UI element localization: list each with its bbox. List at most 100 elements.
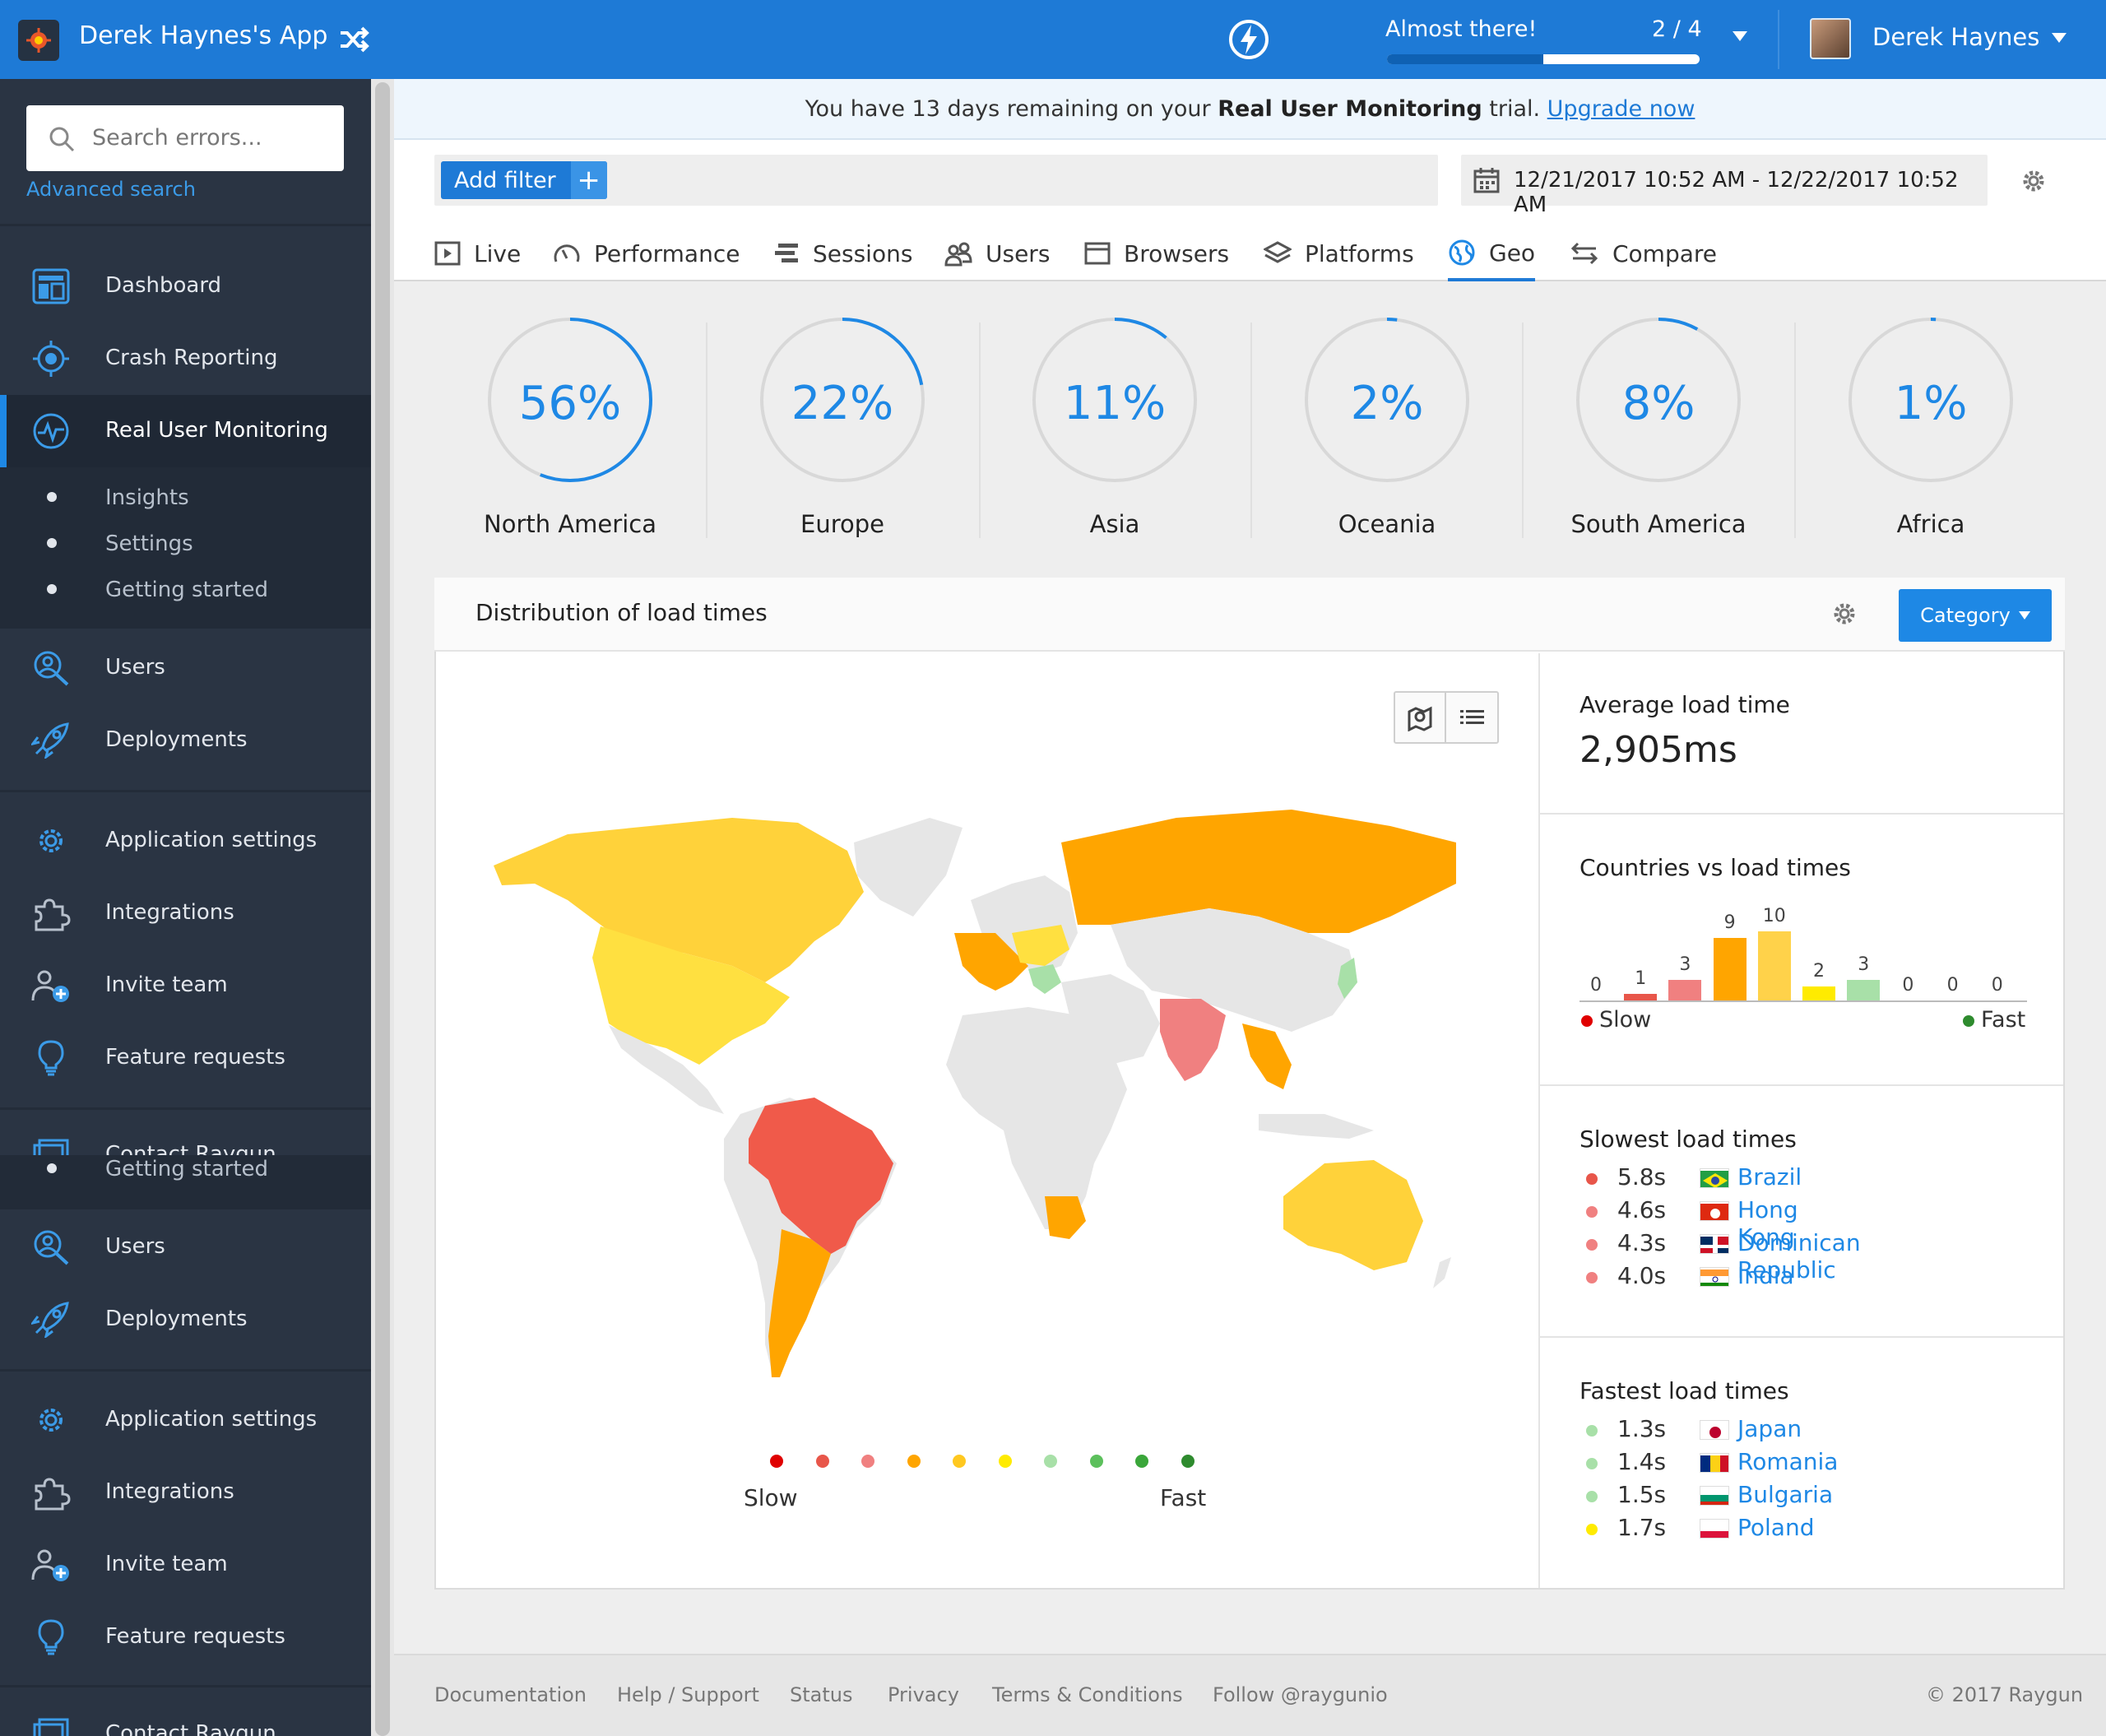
tab-label: Browsers bbox=[1124, 239, 1230, 267]
bar bbox=[1757, 931, 1791, 1000]
map-view-toggle[interactable] bbox=[1394, 691, 1499, 744]
map-view-button[interactable] bbox=[1395, 693, 1447, 742]
country-link[interactable]: Poland bbox=[1737, 1514, 1815, 1541]
category-button[interactable]: Category bbox=[1899, 589, 2052, 642]
tab-platforms[interactable]: Platforms bbox=[1264, 227, 1414, 280]
country-link[interactable]: India bbox=[1737, 1262, 1794, 1289]
gear-icon[interactable] bbox=[2019, 166, 2048, 196]
load-time-value: 5.8s bbox=[1617, 1163, 1667, 1191]
sidebar-item-dashboard[interactable]: Dashboard bbox=[0, 250, 371, 323]
sidebar-item-label: Deployments bbox=[105, 727, 248, 752]
tab-compare[interactable]: Compare bbox=[1570, 227, 1717, 280]
contact-icon bbox=[33, 1718, 69, 1736]
sidebar-item-application-settings[interactable]: Application settings bbox=[0, 1384, 371, 1456]
sidebar-item-integrations[interactable]: Integrations bbox=[0, 877, 371, 949]
tab-users[interactable]: Users bbox=[944, 227, 1050, 280]
date-range-picker[interactable]: 12/21/2017 10:52 AM - 12/22/2017 10:52 A… bbox=[1461, 155, 1988, 217]
tab-sessions[interactable]: Sessions bbox=[773, 227, 912, 280]
sidebar-item-deployments[interactable]: Deployments bbox=[0, 704, 371, 777]
legend-fast-label: Fast bbox=[1160, 1484, 1207, 1511]
add-user-icon bbox=[31, 1549, 69, 1581]
sidebar-item-label: Application settings bbox=[105, 828, 318, 852]
app-switcher[interactable]: Derek Haynes's App bbox=[0, 0, 394, 79]
sidebar-item-users[interactable]: Users bbox=[0, 632, 371, 704]
tab-geo[interactable]: Geo bbox=[1448, 227, 1536, 281]
upgrade-link[interactable]: Upgrade now bbox=[1547, 96, 1695, 122]
sidebar-item-label: Invite team bbox=[105, 972, 228, 997]
tab-browsers[interactable]: Browsers bbox=[1084, 227, 1229, 280]
advanced-search-link[interactable]: Advanced search bbox=[26, 178, 196, 201]
footer bbox=[394, 1654, 2106, 1736]
country-link[interactable]: Japan bbox=[1737, 1415, 1802, 1442]
region-name: Europe bbox=[800, 510, 884, 538]
legend-dot bbox=[815, 1455, 829, 1468]
sidebar-item-invite-team[interactable]: Invite team bbox=[0, 1529, 371, 1601]
search-input[interactable]: Search errors... bbox=[26, 105, 344, 171]
sidebar-scrollbar-thumb[interactable] bbox=[375, 82, 390, 1736]
sidebar-item-label: Integrations bbox=[105, 1479, 234, 1504]
shuffle-icon[interactable] bbox=[337, 23, 370, 56]
sidebar-item-invite-team[interactable]: Invite team bbox=[0, 949, 371, 1022]
tab-performance[interactable]: Performance bbox=[553, 227, 740, 280]
tab-live[interactable]: Live bbox=[434, 227, 521, 280]
sidebar-subitem-getting-started[interactable]: Getting started bbox=[0, 566, 371, 612]
world-map[interactable] bbox=[436, 653, 1538, 1588]
sidebar-item-feature-requests[interactable]: Feature requests bbox=[0, 1022, 371, 1094]
sidebar-item-label: Users bbox=[105, 1234, 165, 1259]
gear-icon[interactable] bbox=[1830, 599, 1859, 629]
footer-link-help-support[interactable]: Help / Support bbox=[617, 1683, 759, 1706]
bar-value-label: 0 bbox=[1946, 975, 1959, 996]
world-map-svg bbox=[494, 810, 1456, 1377]
region-name: Asia bbox=[1089, 510, 1140, 538]
sidebar-item-feature-requests[interactable]: Feature requests bbox=[0, 1601, 371, 1673]
map-argentina bbox=[768, 1229, 831, 1377]
add-filter-button[interactable]: Add filter + bbox=[441, 161, 607, 199]
globe-icon bbox=[1448, 239, 1476, 267]
sidebar-item-label: Application settings bbox=[105, 1407, 318, 1432]
legend-slow-label: Slow bbox=[744, 1484, 798, 1511]
footer-link-terms[interactable]: Terms & Conditions bbox=[992, 1683, 1183, 1706]
user-name[interactable]: Derek Haynes bbox=[1872, 23, 2040, 51]
sidebar-item-application-settings[interactable]: Application settings bbox=[0, 805, 371, 877]
speed-dot bbox=[1586, 1272, 1598, 1283]
chevron-down-icon[interactable] bbox=[1733, 31, 1747, 41]
legend-dot bbox=[998, 1455, 1012, 1468]
sidebar-item-crash-reporting[interactable]: Crash Reporting bbox=[0, 323, 371, 395]
search-icon bbox=[49, 127, 75, 152]
footer-link-follow[interactable]: Follow @raygunio bbox=[1213, 1683, 1388, 1706]
sidebar-item-real-user-monitoring[interactable]: Real User Monitoring bbox=[0, 395, 371, 467]
country-link[interactable]: Hong Kong bbox=[1737, 1196, 1798, 1251]
sidebar-subitem-getting-started[interactable]: Getting started bbox=[0, 1145, 371, 1191]
sidebar-item-integrations[interactable]: Integrations bbox=[0, 1456, 371, 1529]
lightning-icon[interactable] bbox=[1227, 18, 1270, 61]
country-link[interactable]: Brazil bbox=[1737, 1163, 1802, 1191]
calendar-icon bbox=[1473, 168, 1500, 193]
legend-dot bbox=[907, 1455, 921, 1468]
sidebar-item-contact-raygun[interactable]: Contact Raygun bbox=[0, 1698, 371, 1736]
sidebar-item-users[interactable]: Users bbox=[0, 1211, 371, 1283]
onboarding-progress-label[interactable]: Almost there! bbox=[1385, 16, 1538, 42]
puzzle-icon bbox=[35, 1478, 71, 1511]
avatar[interactable] bbox=[1810, 18, 1851, 59]
sidebar-item-label: Deployments bbox=[105, 1307, 248, 1331]
sidebar-item-contact-raygun[interactable]: Contact Raygun bbox=[0, 1119, 371, 1155]
fast-dot bbox=[1963, 1015, 1974, 1027]
map-australia bbox=[1283, 1160, 1423, 1270]
sidebar-subitem-insights[interactable]: Insights bbox=[0, 474, 371, 520]
chevron-down-icon[interactable] bbox=[2052, 33, 2067, 43]
tab-label: Performance bbox=[594, 239, 740, 267]
sidebar-item-deployments[interactable]: Deployments bbox=[0, 1283, 371, 1356]
date-range-text: 12/21/2017 10:52 AM - 12/22/2017 10:52 A… bbox=[1514, 168, 1959, 217]
country-link[interactable]: Bulgaria bbox=[1737, 1481, 1834, 1508]
add-user-icon bbox=[31, 970, 69, 1002]
footer-link-privacy[interactable]: Privacy bbox=[888, 1683, 959, 1706]
list-view-button[interactable] bbox=[1446, 693, 1497, 742]
footer-link-documentation[interactable]: Documentation bbox=[434, 1683, 587, 1706]
map-indonesia bbox=[1259, 1114, 1374, 1139]
bar-value-label: 3 bbox=[1679, 954, 1691, 975]
country-link[interactable]: Dominican Republic bbox=[1737, 1229, 1861, 1283]
footer-link-status[interactable]: Status bbox=[790, 1683, 853, 1706]
sidebar-subitem-settings[interactable]: Settings bbox=[0, 520, 371, 566]
country-link[interactable]: Romania bbox=[1737, 1448, 1839, 1475]
sidebar-item-label: Invite team bbox=[105, 1552, 228, 1576]
